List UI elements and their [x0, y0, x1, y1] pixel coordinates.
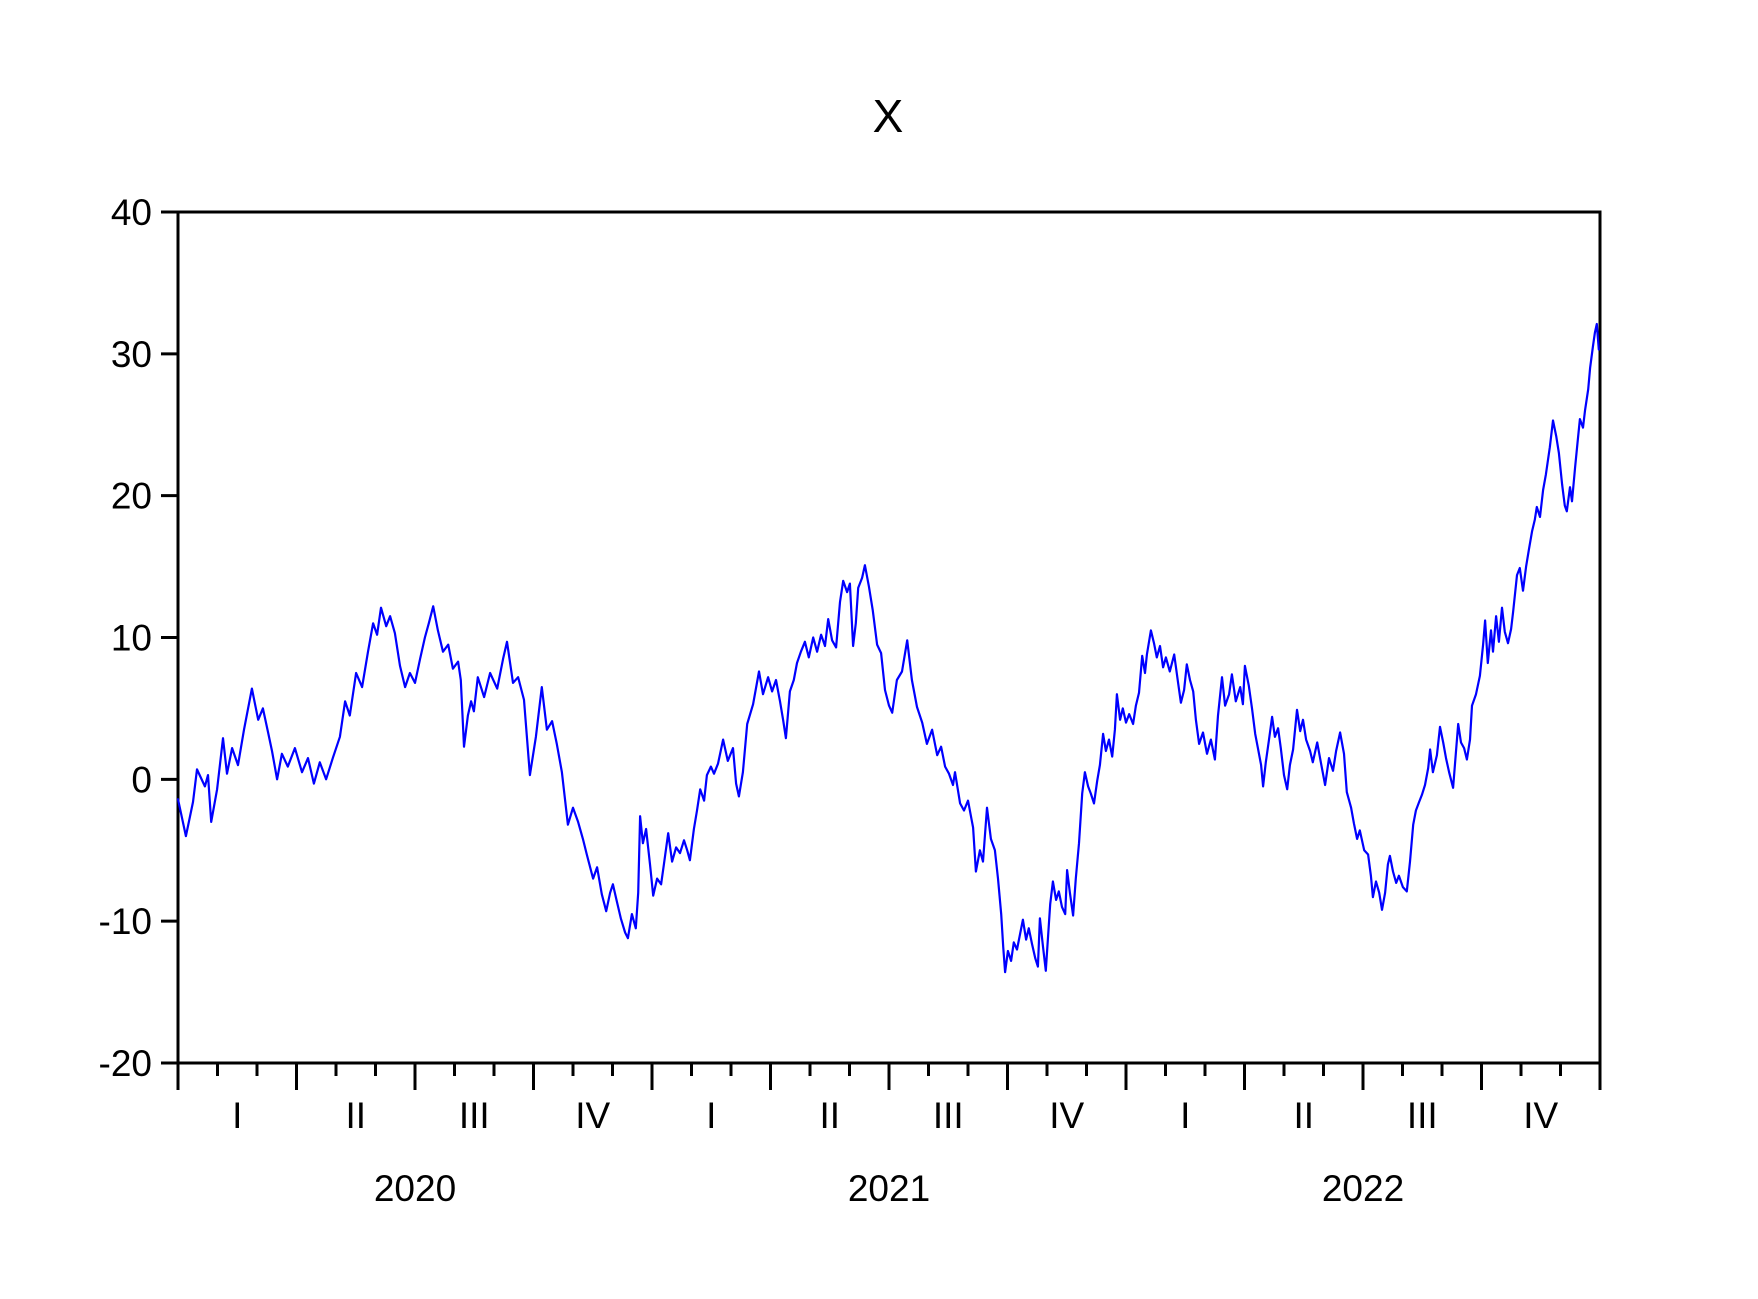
y-axis-tick-label: 10: [111, 618, 152, 659]
x-axis-year-label: 2022: [1322, 1168, 1404, 1209]
y-axis-tick-label: -20: [99, 1043, 152, 1084]
x-axis-quarter-label: I: [706, 1095, 716, 1136]
y-axis-tick-label: 20: [111, 476, 152, 517]
x-axis-quarter-label: III: [459, 1095, 490, 1136]
y-axis-tick-label: 40: [111, 192, 152, 233]
x-axis-quarter-label: II: [345, 1095, 366, 1136]
x-axis-quarter-label: I: [232, 1095, 242, 1136]
x-axis-quarter-label: II: [819, 1095, 840, 1136]
x-axis-quarter-label: II: [1293, 1095, 1314, 1136]
y-axis-tick-label: -10: [99, 901, 152, 942]
x-axis-year-label: 2021: [848, 1168, 930, 1209]
y-axis-tick-label: 0: [131, 759, 152, 800]
x-axis-quarter-label: IV: [575, 1095, 610, 1136]
x-axis-quarter-label: III: [1407, 1095, 1438, 1136]
series-lines: [176, 322, 1600, 974]
x-axis-year-label: 2020: [374, 1168, 456, 1209]
y-axis-tick-label: 30: [111, 334, 152, 375]
x-axis-quarter-label: I: [1180, 1095, 1190, 1136]
axis-ticks: [161, 210, 1602, 1090]
plot-border: [176, 210, 1602, 1065]
series-line: [176, 322, 1600, 974]
x-axis-quarter-label: IV: [1049, 1095, 1084, 1136]
plot-frame: [176, 210, 1602, 1065]
x-axis-quarter-label: IV: [1523, 1095, 1558, 1136]
chart-title: X: [873, 90, 904, 142]
x-axis-quarter-label: III: [933, 1095, 964, 1136]
